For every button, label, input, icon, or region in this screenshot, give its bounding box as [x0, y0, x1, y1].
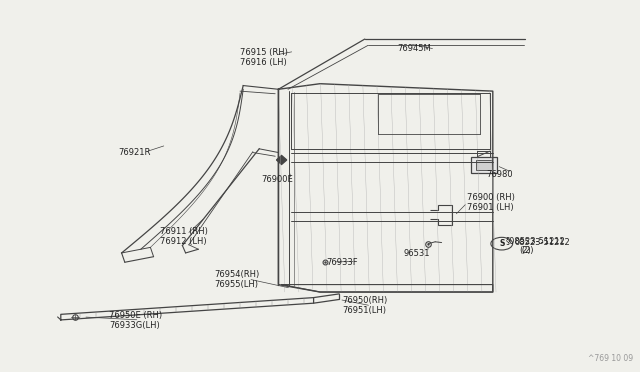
Text: 76950E (RH)
76933G(LH): 76950E (RH) 76933G(LH) — [109, 311, 162, 330]
Polygon shape — [276, 155, 287, 164]
Text: 76900 (RH)
76901 (LH): 76900 (RH) 76901 (LH) — [467, 193, 515, 212]
Text: 76945M: 76945M — [397, 44, 431, 53]
Text: S: S — [499, 239, 504, 248]
Bar — [476, 160, 492, 170]
Text: 76915 (RH)
76916 (LH): 76915 (RH) 76916 (LH) — [240, 48, 288, 67]
Text: 76921R: 76921R — [118, 148, 151, 157]
Text: (2): (2) — [520, 246, 531, 255]
Text: 76954(RH)
76955(LH): 76954(RH) 76955(LH) — [214, 270, 260, 289]
Text: 76911 (RH)
76912 (LH): 76911 (RH) 76912 (LH) — [160, 227, 208, 246]
Text: 96531: 96531 — [403, 249, 429, 258]
Text: ^769 10 09: ^769 10 09 — [588, 354, 634, 363]
Bar — [471, 157, 497, 173]
Text: 76933F: 76933F — [326, 258, 358, 267]
Text: 76900E: 76900E — [261, 175, 293, 184]
Text: 76980: 76980 — [486, 170, 513, 179]
Text: 08523-51212: 08523-51212 — [515, 238, 570, 247]
Text: 76950(RH)
76951(LH): 76950(RH) 76951(LH) — [342, 296, 388, 315]
Text: §08523-51212
      (2): §08523-51212 (2) — [506, 236, 566, 255]
